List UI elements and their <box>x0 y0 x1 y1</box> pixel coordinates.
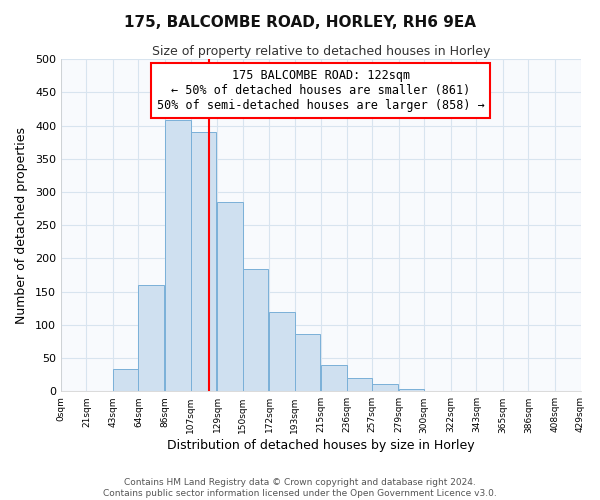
Bar <box>372 384 398 392</box>
Bar <box>191 132 216 392</box>
Bar <box>217 202 242 392</box>
Bar <box>242 269 268 392</box>
Bar <box>165 120 191 392</box>
Y-axis label: Number of detached properties: Number of detached properties <box>15 126 28 324</box>
Bar <box>113 370 139 392</box>
Text: Contains HM Land Registry data © Crown copyright and database right 2024.
Contai: Contains HM Land Registry data © Crown c… <box>103 478 497 498</box>
Bar <box>399 390 424 392</box>
Bar <box>269 312 295 392</box>
Text: 175 BALCOMBE ROAD: 122sqm
← 50% of detached houses are smaller (861)
50% of semi: 175 BALCOMBE ROAD: 122sqm ← 50% of detac… <box>157 69 485 112</box>
Bar <box>295 334 320 392</box>
Bar <box>347 378 372 392</box>
Title: Size of property relative to detached houses in Horley: Size of property relative to detached ho… <box>152 45 490 58</box>
Bar <box>322 364 347 392</box>
X-axis label: Distribution of detached houses by size in Horley: Distribution of detached houses by size … <box>167 440 475 452</box>
Text: 175, BALCOMBE ROAD, HORLEY, RH6 9EA: 175, BALCOMBE ROAD, HORLEY, RH6 9EA <box>124 15 476 30</box>
Bar <box>139 285 164 392</box>
